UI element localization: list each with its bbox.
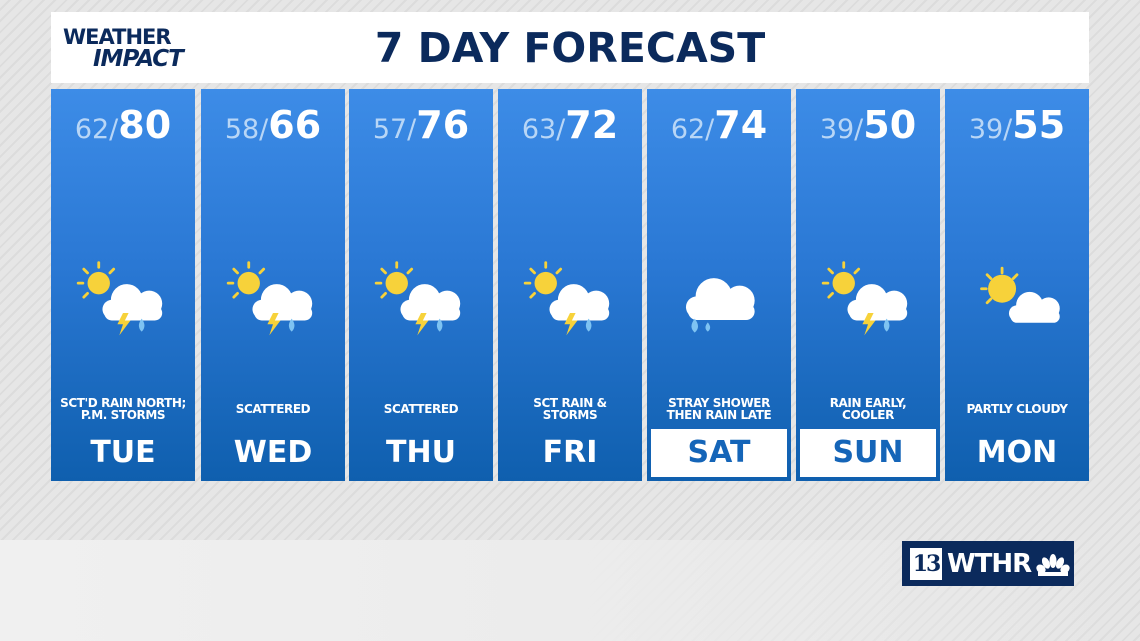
- forecast-description: SCT'D RAIN NORTH; P.M. STORMS: [60, 396, 186, 422]
- weather-impact-logo: WEATHER IMPACT: [63, 25, 184, 72]
- high-temp: 50: [863, 103, 917, 147]
- forecast-day-thu: 57/76 SCATTERED THU: [349, 89, 493, 481]
- high-temp: 66: [268, 103, 322, 147]
- day-label: FRI: [542, 435, 598, 470]
- sun-cloud-storm-icon: [374, 261, 461, 336]
- temperature: 57/76: [349, 103, 493, 147]
- sun-cloud-storm-icon: [821, 261, 908, 336]
- temperature: 63/72: [498, 103, 642, 147]
- temperature: 62/74: [647, 103, 791, 147]
- low-temp: 57/: [372, 114, 417, 145]
- high-temp: 76: [416, 103, 470, 147]
- forecast-description: STRAY SHOWER THEN RAIN LATE: [666, 396, 772, 422]
- call-sign: WTHR: [947, 548, 1032, 579]
- low-temp: 63/: [521, 114, 566, 145]
- day-label: SAT: [651, 429, 787, 477]
- low-temp: 39/: [819, 114, 864, 145]
- high-temp: 55: [1012, 103, 1066, 147]
- nbc-peacock-icon: [1036, 553, 1070, 576]
- temperature: 39/55: [945, 103, 1089, 147]
- low-temp: 58/: [224, 114, 269, 145]
- day-label: WED: [233, 435, 313, 470]
- sun-cloud-storm-icon: [76, 261, 163, 336]
- low-temp: 62/: [670, 114, 715, 145]
- high-temp: 72: [565, 103, 619, 147]
- temperature: 58/66: [201, 103, 345, 147]
- cloud-rain-icon: [685, 278, 755, 333]
- partly-cloudy-icon: [980, 266, 1060, 323]
- header-bar: WEATHER IMPACT 7 DAY FORECAST: [51, 12, 1089, 83]
- day-label: MON: [976, 435, 1058, 470]
- forecast-description: PARTLY CLOUDY: [966, 402, 1068, 416]
- high-temp: 74: [714, 103, 768, 147]
- sun-cloud-storm-icon: [523, 261, 610, 336]
- wthr-logo: 13 WTHR: [902, 541, 1074, 586]
- day-label: TUE: [90, 435, 156, 470]
- day-label: SUN: [800, 429, 936, 477]
- low-temp: 62/: [74, 114, 119, 145]
- forecast-day-mon: 39/55 PARTLY CLOUDY MON: [945, 89, 1089, 481]
- forecast-description: SCATTERED: [235, 402, 311, 416]
- forecast-day-sat: 62/74 STRAY SHOWER THEN RAIN LATE SAT: [647, 89, 791, 481]
- forecast-day-fri: 63/72 SCT RAIN & STORMS FRI: [498, 89, 642, 481]
- forecast-day-sun: 39/50 RAIN EARLY, COOLER SUN: [796, 89, 940, 481]
- forecast-day-tue: 62/80 SCT'D RAIN NORTH; P.M. STORMS TUE: [51, 89, 195, 481]
- page-title: 7 DAY FORECAST: [374, 24, 766, 72]
- forecast-description: SCATTERED: [383, 402, 459, 416]
- forecast-description: RAIN EARLY, COOLER: [829, 396, 907, 422]
- forecast-day-wed: 58/66 SCATTERED WED: [201, 89, 345, 481]
- low-temp: 39/: [968, 114, 1013, 145]
- forecast-description: SCT RAIN & STORMS: [533, 396, 607, 422]
- day-label: THU: [386, 435, 456, 470]
- high-temp: 80: [118, 103, 172, 147]
- channel-number: 13: [910, 547, 942, 580]
- sun-cloud-storm-icon: [226, 261, 313, 336]
- temperature: 39/50: [796, 103, 940, 147]
- temperature: 62/80: [51, 103, 195, 147]
